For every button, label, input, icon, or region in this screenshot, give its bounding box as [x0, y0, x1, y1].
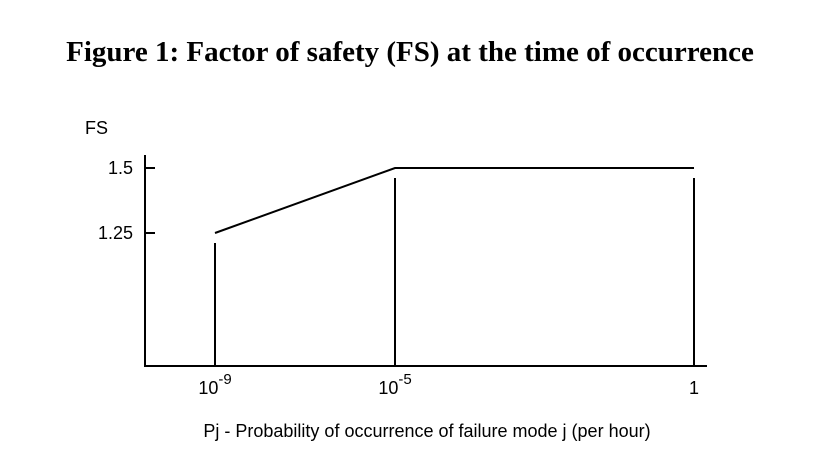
- x-axis-label: Pj - Probability of occurrence of failur…: [203, 421, 650, 441]
- figure-title: Figure 1: Factor of safety (FS) at the t…: [66, 36, 754, 68]
- x-tick-label: 10-9: [198, 371, 231, 398]
- fs-series-line: [214, 167, 694, 234]
- x-tick-label: 1: [689, 378, 699, 398]
- y-axis-label: FS: [85, 118, 108, 138]
- y-tick-label: 1.25: [98, 223, 133, 243]
- x-tick-label: 10-5: [378, 371, 411, 398]
- y-tick-label: 1.5: [108, 158, 133, 178]
